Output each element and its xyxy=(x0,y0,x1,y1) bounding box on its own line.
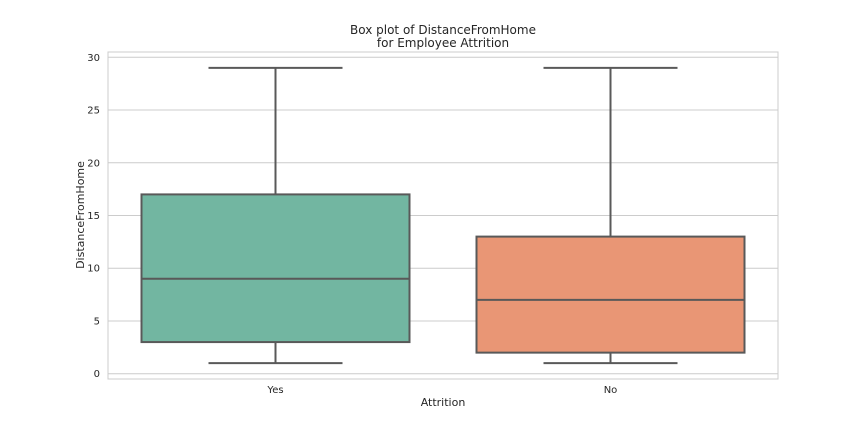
y-tick-label: 5 xyxy=(94,316,100,327)
chart-subtitle: for Employee Attrition xyxy=(377,36,509,50)
y-axis-label: DistanceFromHome xyxy=(74,161,87,269)
y-tick-labels: 0 5 10 15 20 25 30 xyxy=(87,53,100,380)
y-tick-label: 30 xyxy=(87,53,100,64)
y-tick-label: 20 xyxy=(87,158,100,169)
x-tick-label: Yes xyxy=(266,385,283,396)
chart-title: Box plot of DistanceFromHome xyxy=(350,23,536,37)
box-yes xyxy=(140,66,411,365)
y-tick-label: 25 xyxy=(87,106,100,117)
plot-frame xyxy=(107,51,779,380)
y-tick-label: 15 xyxy=(87,211,100,222)
y-tick-label: 0 xyxy=(94,369,100,380)
box-no xyxy=(475,66,746,365)
iqr-box xyxy=(140,193,411,344)
y-tick-label: 10 xyxy=(87,264,100,275)
boxes xyxy=(140,66,746,365)
x-tick-labels: Yes No xyxy=(266,385,617,396)
iqr-box xyxy=(475,235,746,354)
x-axis-label: Attrition xyxy=(421,396,466,409)
x-tick-label: No xyxy=(604,385,618,396)
